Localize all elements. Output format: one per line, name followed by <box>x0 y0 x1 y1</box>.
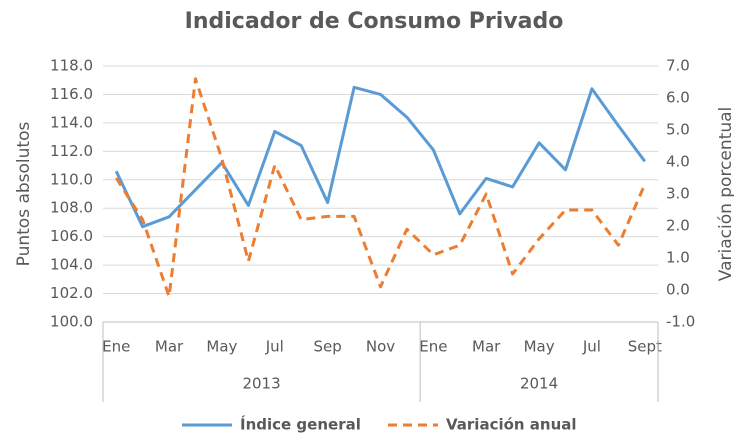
y2-tick-label: 2.0 <box>666 217 690 235</box>
y-tick-label: 114.0 <box>50 113 93 131</box>
y-tick-label: 108.0 <box>50 199 93 217</box>
legend-label: Variación anual <box>446 416 577 434</box>
x-tick-label: Jul <box>265 338 284 356</box>
y2-tick-label: 1.0 <box>666 249 690 267</box>
group-label: 2013 <box>242 375 280 393</box>
y2-tick-label: 4.0 <box>666 153 690 171</box>
x-tick-label: May <box>524 338 555 356</box>
y-tick-label: 106.0 <box>50 227 93 245</box>
y2-tick-label: 5.0 <box>666 121 690 139</box>
y-tick-label: 102.0 <box>50 284 93 302</box>
x-tick-label: Jul <box>582 338 601 356</box>
y2-axis-title: Variación porcentual <box>716 107 734 281</box>
y-tick-label: 104.0 <box>50 256 93 274</box>
line-series <box>114 85 647 229</box>
x-tick-label: Ene <box>102 338 130 356</box>
x-tick-label: May <box>206 338 237 356</box>
chart-title: Indicador de Consumo Privado <box>185 9 564 34</box>
y-axis-title: Puntos absolutos <box>14 122 34 267</box>
y2-tick-label: 7.0 <box>666 57 690 75</box>
group-label: 2014 <box>520 375 558 393</box>
y2-tick-label: 0.0 <box>666 281 690 299</box>
y2-tick-label: 6.0 <box>666 89 690 107</box>
x-tick-label: Mar <box>472 338 501 356</box>
legend-label: Índice general <box>240 415 361 434</box>
y-tick-label: 112.0 <box>50 142 93 160</box>
y2-tick-label: 3.0 <box>666 185 690 203</box>
x-tick-label: Nov <box>366 338 395 356</box>
y-tick-label: 100.0 <box>50 313 93 331</box>
x-tick-label: Mar <box>155 338 184 356</box>
x-tick-label: Sept <box>628 338 662 356</box>
x-tick-label: Sep <box>314 338 342 356</box>
y-tick-label: 118.0 <box>50 57 93 75</box>
x-tick-label: Ene <box>419 338 447 356</box>
y-tick-label: 110.0 <box>50 170 93 188</box>
line-series <box>114 77 647 298</box>
y2-tick-label: -1.0 <box>666 313 695 331</box>
y-tick-label: 116.0 <box>50 85 93 103</box>
